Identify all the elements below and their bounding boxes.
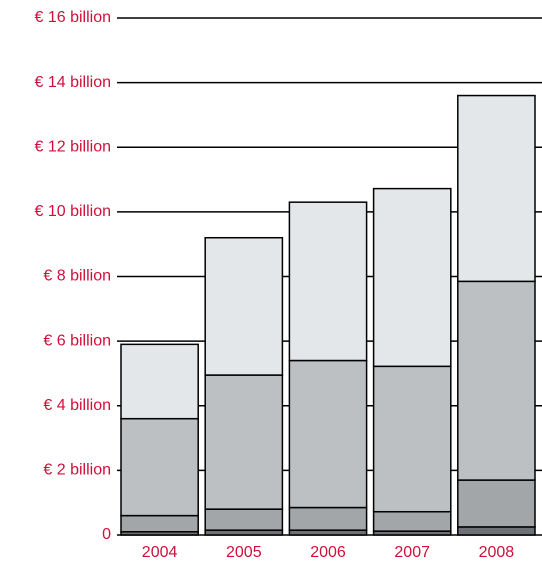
- bar-segment: [457, 479, 536, 528]
- y-tick-label: € 4 billion: [43, 397, 111, 414]
- bar-segment: [372, 187, 452, 368]
- y-tick-label: € 6 billion: [43, 332, 111, 349]
- bar-segment: [372, 510, 452, 532]
- bar-segment: [288, 506, 368, 531]
- x-tick-label: 2008: [479, 544, 515, 561]
- x-tick-label: 2007: [394, 544, 430, 561]
- bar-segment: [120, 343, 199, 420]
- y-tick-label: € 2 billion: [43, 462, 111, 479]
- bar-segment: [457, 526, 536, 536]
- bar-segment: [120, 417, 199, 517]
- bar-segment: [457, 94, 536, 283]
- bar-segment: [120, 514, 199, 533]
- bar-segment: [288, 359, 368, 509]
- y-tick-label: € 16 billion: [35, 9, 112, 26]
- y-tick-label: € 14 billion: [35, 74, 112, 91]
- y-tick-label: € 10 billion: [35, 203, 112, 220]
- y-tick-label: € 8 billion: [43, 268, 111, 285]
- x-tick-label: 2005: [226, 544, 262, 561]
- x-tick-label: 2004: [142, 544, 178, 561]
- bar-segment: [204, 508, 284, 531]
- bar-segment: [204, 236, 284, 376]
- bar-segment: [288, 201, 368, 362]
- y-tick-label: € 12 billion: [35, 138, 112, 155]
- bar-segment: [372, 365, 452, 513]
- bar-segment: [457, 280, 536, 481]
- x-tick-label: 2006: [310, 544, 346, 561]
- y-tick-label: 0: [102, 526, 111, 543]
- bar-segment: [204, 374, 284, 510]
